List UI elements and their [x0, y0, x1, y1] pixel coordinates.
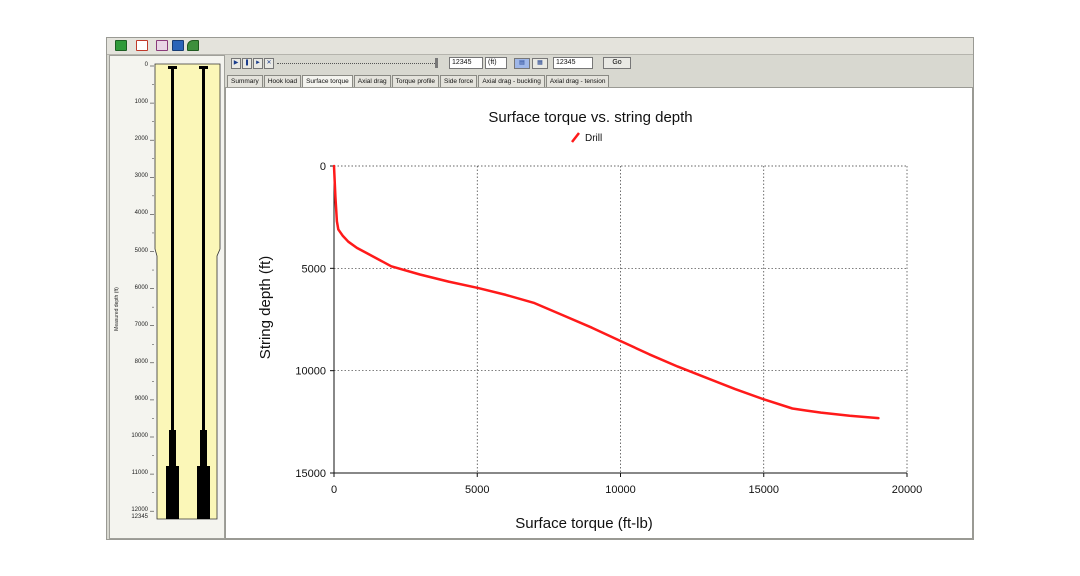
exit-icon[interactable] [115, 40, 127, 51]
playback-bar: ▶ ❚ ► ✕ 12345 (ft) ▤ ▦ 12345 Go [227, 57, 971, 73]
depth-tick-label: 7000 [134, 321, 148, 328]
data-point [367, 253, 369, 255]
table-icon[interactable] [156, 40, 168, 51]
pause-icon[interactable]: ❚ [242, 58, 252, 69]
data-point [448, 281, 450, 283]
depth-slider[interactable] [277, 63, 437, 64]
depth-tick-label: 10000 [131, 433, 148, 439]
hwdp-left [169, 430, 176, 468]
surface-torque-chart: Surface torque vs. string depth Drill 0 500… [257, 109, 923, 532]
depth-tick-label: 4000 [134, 210, 148, 217]
pipe-wall-right [202, 66, 205, 432]
hwdp-right [200, 430, 207, 468]
depth-tick-label: 5000 [134, 247, 148, 254]
data-point [334, 196, 337, 198]
data-point [533, 302, 536, 304]
pdf-icon[interactable] [136, 40, 148, 51]
depth-tick-label: 6000 [134, 284, 148, 291]
zoom-icon[interactable]: ▤ [514, 58, 530, 69]
data-point [476, 287, 478, 289]
depth-tick-label: 2000 [134, 136, 148, 143]
legend-label: Drill [585, 133, 602, 144]
tab-summary[interactable]: Summary [227, 75, 263, 87]
x-tick-label: 10000 [605, 484, 636, 496]
data-point [390, 265, 392, 267]
x-tick-label: 5000 [465, 484, 489, 496]
legend-swatch [571, 132, 580, 143]
data-point [648, 353, 650, 355]
depth-tick-label: 11000 [131, 470, 148, 477]
collar-left [166, 466, 179, 519]
wellbore-diagram [150, 63, 221, 520]
data-point [419, 273, 421, 276]
data-point [341, 234, 344, 237]
chart-panel: Surface torque vs. string depth Drill 0 500… [225, 87, 973, 539]
pipe-wall-left [171, 66, 174, 432]
collar-right [197, 466, 210, 519]
tab-surface-torque[interactable]: Surface torque [302, 75, 353, 87]
casing-annulus [154, 63, 221, 520]
data-point [806, 409, 808, 412]
data-point [849, 415, 851, 417]
y-tick-label: 0 [320, 161, 326, 173]
data-point [877, 417, 879, 419]
series-line-drill [332, 164, 880, 420]
depth-tick-label: 12000 [131, 507, 148, 514]
data-point [562, 314, 564, 317]
data-point [705, 377, 708, 379]
depth-value-field[interactable]: 12345 [449, 57, 483, 69]
plot-icon[interactable] [187, 40, 199, 51]
play-icon[interactable]: ▶ [231, 58, 241, 69]
depth-tick-label: 1000 [134, 99, 148, 106]
tab-axial-drag-tension[interactable]: Axial drag - tension [545, 75, 610, 87]
depth-tick-label: 0 [144, 62, 148, 68]
tab-torque-profile[interactable]: Torque profile [391, 75, 440, 87]
goto-icon[interactable]: ▦ [532, 58, 548, 69]
go-button[interactable]: Go [603, 57, 631, 69]
data-point [333, 165, 335, 167]
y-tick-label: 5000 [302, 263, 326, 275]
app-window: Measured depth (ft) 0 1000 2000 3000 4000 500… [106, 37, 974, 540]
save-icon[interactable] [172, 40, 184, 51]
main-area: ▶ ❚ ► ✕ 12345 (ft) ▤ ▦ 12345 Go Summary H… [225, 55, 973, 539]
data-point [619, 340, 622, 342]
data-point [356, 247, 358, 249]
stop-icon[interactable]: ✕ [264, 58, 274, 69]
y-axis-title: String depth (ft) [257, 256, 274, 359]
data-point [791, 407, 794, 410]
tab-side-force[interactable]: Side force [440, 75, 478, 87]
data-point [763, 398, 765, 400]
goto-depth-input[interactable]: 12345 [553, 57, 593, 69]
y-tick-label: 15000 [295, 468, 326, 480]
data-point [591, 327, 593, 329]
data-point [677, 365, 679, 368]
depth-tick-label: 9000 [134, 395, 148, 402]
x-tick-label: 15000 [748, 484, 779, 496]
data-point [347, 241, 349, 243]
tab-axial-drag-buckling[interactable]: Axial drag - buckling [478, 75, 545, 87]
data-point [336, 220, 338, 222]
depth-tick-label: 8000 [134, 358, 148, 365]
x-tick-label: 20000 [892, 484, 923, 496]
depth-slider-thumb[interactable] [435, 58, 438, 68]
pipe-joint-left [168, 66, 177, 69]
depth-unit-field: (ft) [485, 57, 507, 69]
data-point [505, 294, 507, 296]
main-toolbar [107, 38, 973, 55]
x-tick-label: 0 [331, 484, 337, 496]
y-tick-label: 10000 [295, 366, 326, 378]
x-axis-title: Surface torque (ft-lb) [515, 515, 653, 532]
depth-bottom-label: 12345 [131, 514, 148, 520]
tab-axial-drag[interactable]: Axial drag [353, 75, 391, 87]
tab-hook-load[interactable]: Hook load [263, 75, 302, 87]
pipe-joint-right [199, 66, 208, 69]
chart-title: Surface torque vs. string depth [488, 109, 692, 126]
wellbore-schematic-panel: Measured depth (ft) 0 1000 2000 3000 4000 500… [109, 55, 225, 539]
tab-bar: Summary Hook load Surface torque Axial drag… [227, 75, 610, 87]
step-icon[interactable]: ► [253, 58, 263, 69]
data-point [820, 412, 822, 414]
data-point [337, 228, 339, 231]
data-point [734, 388, 736, 390]
depth-tick-label: 3000 [134, 173, 148, 180]
